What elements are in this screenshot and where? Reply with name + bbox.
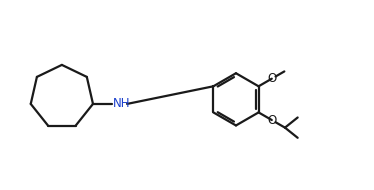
Text: NH: NH xyxy=(113,97,131,110)
Text: O: O xyxy=(267,114,276,127)
Text: O: O xyxy=(267,72,276,85)
